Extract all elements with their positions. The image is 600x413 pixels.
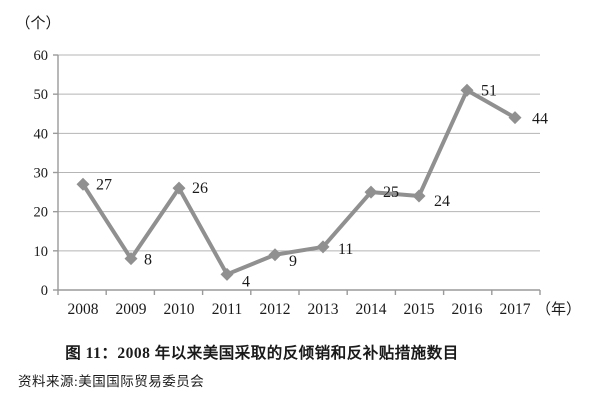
x-tick-label: 2017 (500, 301, 531, 318)
x-tick-label: 2011 (212, 301, 242, 318)
data-point-label: 4 (242, 273, 250, 290)
data-point-label: 9 (289, 253, 297, 270)
data-point-marker (124, 252, 138, 266)
data-point-label: 27 (96, 176, 112, 193)
data-point-label: 8 (144, 252, 152, 269)
data-point-marker (76, 177, 90, 191)
y-tick-label: 40 (34, 126, 49, 142)
data-point-marker (412, 189, 426, 203)
x-tick-label: 2014 (356, 301, 387, 318)
y-axis-unit-label: （个） (15, 15, 60, 32)
y-tick-label: 30 (34, 166, 49, 182)
figure-source-row: 资料来源:美国国际贸易委员会 (18, 370, 600, 391)
data-point-marker (508, 111, 522, 125)
x-axis-unit-label: （年） (536, 301, 581, 318)
y-tick-label: 0 (41, 283, 48, 299)
data-point-label: 26 (192, 180, 208, 197)
data-point-marker (268, 248, 282, 262)
data-point-label: 51 (481, 82, 497, 99)
figure-caption-row: 图 11：2008 年以来美国采取的反倾销和反补贴措施数目 (0, 341, 524, 363)
x-tick-label: 2012 (260, 301, 291, 318)
y-tick-label: 50 (34, 87, 49, 103)
figure-source: 资料来源:美国国际贸易委员会 (18, 374, 205, 389)
x-tick-label: 2009 (116, 301, 147, 318)
data-point-marker (364, 185, 378, 199)
data-point-marker (220, 267, 234, 281)
data-point-label: 24 (434, 193, 450, 210)
data-point-label: 25 (383, 184, 399, 201)
x-tick-label: 2015 (404, 301, 435, 318)
data-line (81, 88, 517, 277)
data-point-label: 11 (338, 241, 353, 258)
y-tick-label: 60 (34, 48, 49, 64)
data-point-marker (172, 181, 186, 195)
x-tick-label: 2010 (164, 301, 195, 318)
data-point-label: 44 (532, 111, 548, 128)
data-point-marker (316, 240, 330, 254)
x-tick-label: 2008 (68, 301, 99, 318)
y-tick-label: 10 (34, 244, 49, 260)
y-tick-label: 20 (34, 205, 49, 221)
data-point-marker (460, 83, 474, 97)
figure-caption: 图 11：2008 年以来美国采取的反倾销和反补贴措施数目 (65, 345, 459, 362)
x-tick-label: 2013 (308, 301, 339, 318)
line-chart: 0 10 20 30 40 50 60 2008 2009 2010 2011 2012 2013 201… (15, 15, 581, 318)
x-tick-label: 2016 (452, 301, 483, 318)
